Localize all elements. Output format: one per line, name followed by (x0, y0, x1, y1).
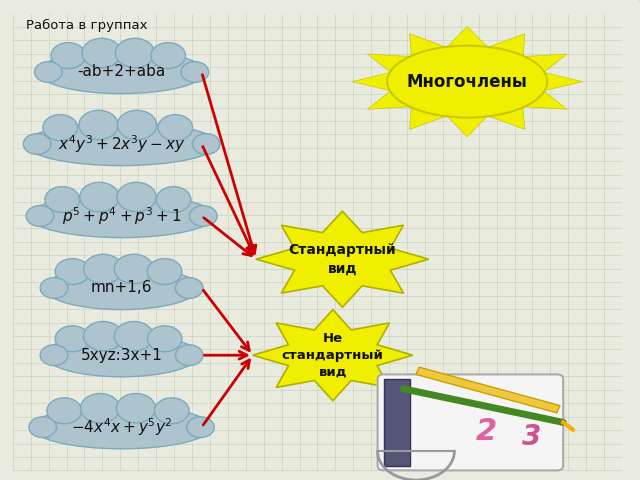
Ellipse shape (32, 406, 211, 449)
Polygon shape (489, 108, 525, 130)
Polygon shape (489, 34, 525, 56)
Circle shape (116, 394, 156, 423)
Polygon shape (447, 117, 487, 137)
Polygon shape (256, 211, 429, 307)
Polygon shape (352, 72, 390, 91)
Circle shape (35, 61, 62, 83)
Text: 2: 2 (476, 418, 497, 446)
Polygon shape (367, 54, 410, 72)
Polygon shape (253, 310, 413, 401)
Circle shape (79, 110, 118, 140)
Circle shape (26, 205, 54, 227)
Text: 5xyz:3x+1: 5xyz:3x+1 (81, 348, 163, 363)
Circle shape (80, 182, 119, 212)
Text: Многочлены: Многочлены (407, 72, 527, 91)
Circle shape (117, 110, 157, 140)
Circle shape (81, 394, 120, 423)
Circle shape (189, 205, 217, 227)
Circle shape (117, 182, 156, 212)
Polygon shape (447, 26, 487, 47)
Polygon shape (410, 34, 445, 56)
Text: Стандартный
вид: Стандартный вид (289, 243, 396, 276)
Text: -ab+2+aba: -ab+2+aba (77, 64, 166, 80)
FancyBboxPatch shape (384, 379, 410, 466)
Text: mn+1,6: mn+1,6 (91, 280, 152, 296)
Ellipse shape (45, 266, 198, 310)
Circle shape (47, 398, 81, 424)
Polygon shape (524, 91, 567, 109)
Circle shape (154, 398, 189, 424)
Circle shape (55, 326, 90, 352)
Circle shape (156, 187, 191, 213)
FancyBboxPatch shape (378, 374, 563, 470)
Circle shape (115, 322, 154, 351)
Ellipse shape (38, 50, 205, 94)
Circle shape (82, 38, 121, 68)
Circle shape (115, 254, 154, 284)
Text: $x^4y^3+2x^3y-xy$: $x^4y^3+2x^3y-xy$ (58, 133, 186, 155)
Circle shape (51, 43, 86, 69)
Circle shape (43, 115, 77, 141)
Circle shape (40, 345, 68, 366)
Ellipse shape (29, 194, 214, 238)
Polygon shape (545, 72, 582, 91)
Text: Работа в группах: Работа в группах (26, 19, 147, 32)
Circle shape (181, 61, 209, 83)
Circle shape (187, 417, 214, 438)
Circle shape (115, 38, 154, 68)
Text: $-4x^4x+y^5y^2$: $-4x^4x+y^5y^2$ (71, 416, 172, 438)
Text: 3: 3 (522, 423, 541, 451)
Circle shape (175, 277, 203, 299)
Ellipse shape (45, 334, 198, 377)
Circle shape (45, 187, 79, 213)
Circle shape (23, 133, 51, 155)
Ellipse shape (387, 46, 547, 118)
Polygon shape (524, 54, 567, 72)
Polygon shape (367, 91, 410, 109)
Circle shape (147, 259, 182, 285)
Ellipse shape (26, 122, 218, 166)
Circle shape (40, 277, 68, 299)
Circle shape (192, 133, 220, 155)
Circle shape (55, 259, 90, 285)
Circle shape (158, 115, 193, 141)
Circle shape (84, 322, 123, 351)
Circle shape (29, 417, 56, 438)
Circle shape (151, 43, 186, 69)
Polygon shape (410, 108, 445, 130)
Circle shape (84, 254, 123, 284)
Circle shape (175, 345, 203, 366)
Text: Не
стандартный
вид: Не стандартный вид (282, 332, 384, 379)
Polygon shape (416, 367, 560, 413)
Circle shape (147, 326, 182, 352)
Text: $p^5+p^4+p^3+1$: $p^5+p^4+p^3+1$ (62, 205, 181, 227)
